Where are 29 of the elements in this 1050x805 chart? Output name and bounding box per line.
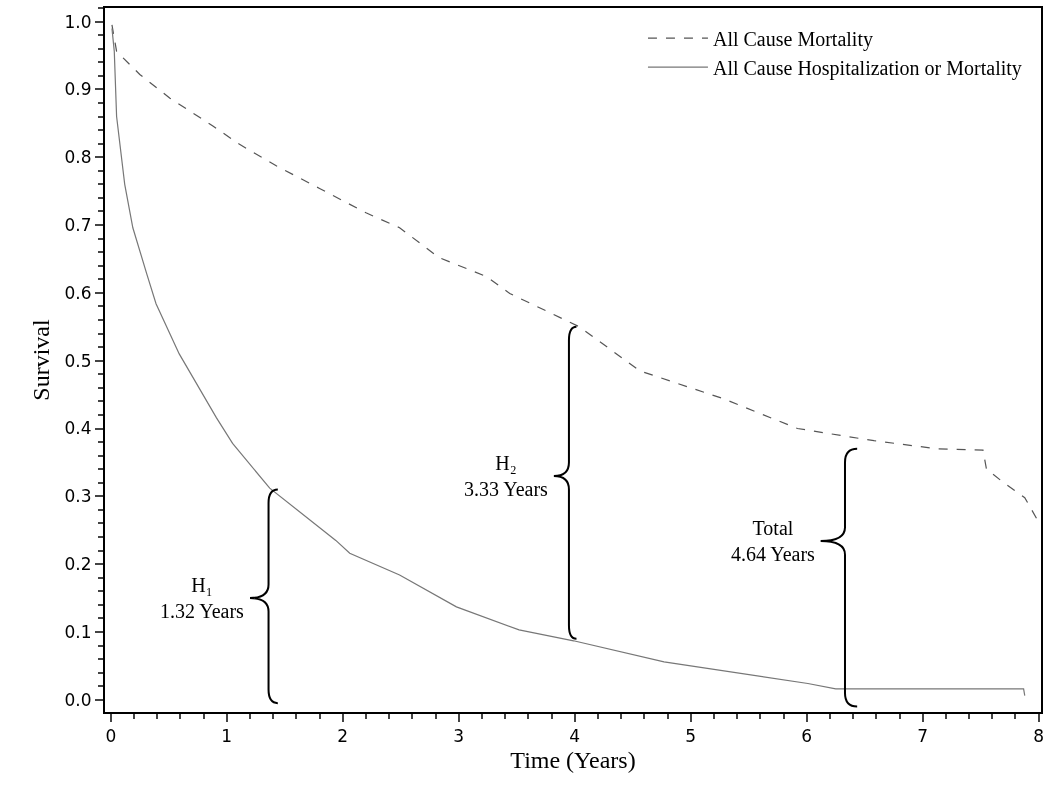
x-tick-label: 1 [221, 726, 233, 747]
y-tick-label: 0.5 [64, 350, 92, 371]
x-axis-title: Time (Years) [510, 747, 636, 774]
y-tick-label: 0.3 [64, 486, 92, 507]
annotation: Total 4.64 Years [731, 517, 816, 565]
y-axis-title: Survival [28, 319, 55, 401]
x-tick-label: 7 [917, 726, 929, 747]
y-tick-label: 0.9 [64, 79, 92, 100]
y-tick-label: 0.1 [64, 621, 92, 642]
legend-label: All Cause Hospitalization or Mortality [712, 56, 1022, 80]
x-tick-label: 2 [337, 726, 349, 747]
y-tick-label: 0.7 [64, 214, 92, 235]
x-tick-label: 4 [569, 726, 581, 747]
y-tick-label: 0.2 [64, 554, 92, 575]
y-tick-label: 0.0 [64, 689, 92, 710]
x-tick-label: 0 [105, 726, 117, 747]
x-tick-label: 6 [801, 726, 813, 747]
y-tick-label: 1.0 [64, 11, 92, 32]
line-series [111, 24, 1039, 521]
x-tick-label: 3 [453, 726, 465, 747]
annotation: H₂ 3.33 Years [464, 452, 549, 500]
x-tick-label: 5 [685, 726, 697, 747]
line-series [111, 27, 1026, 697]
y-tick-label: 0.6 [64, 282, 92, 303]
x-tick-label: 8 [1033, 726, 1045, 747]
legend-label: All Cause Mortality [712, 27, 873, 51]
y-tick-label: 0.8 [64, 147, 92, 168]
y-tick-label: 0.4 [64, 418, 92, 439]
annotation: H₁ 1.32 Years [160, 574, 245, 622]
